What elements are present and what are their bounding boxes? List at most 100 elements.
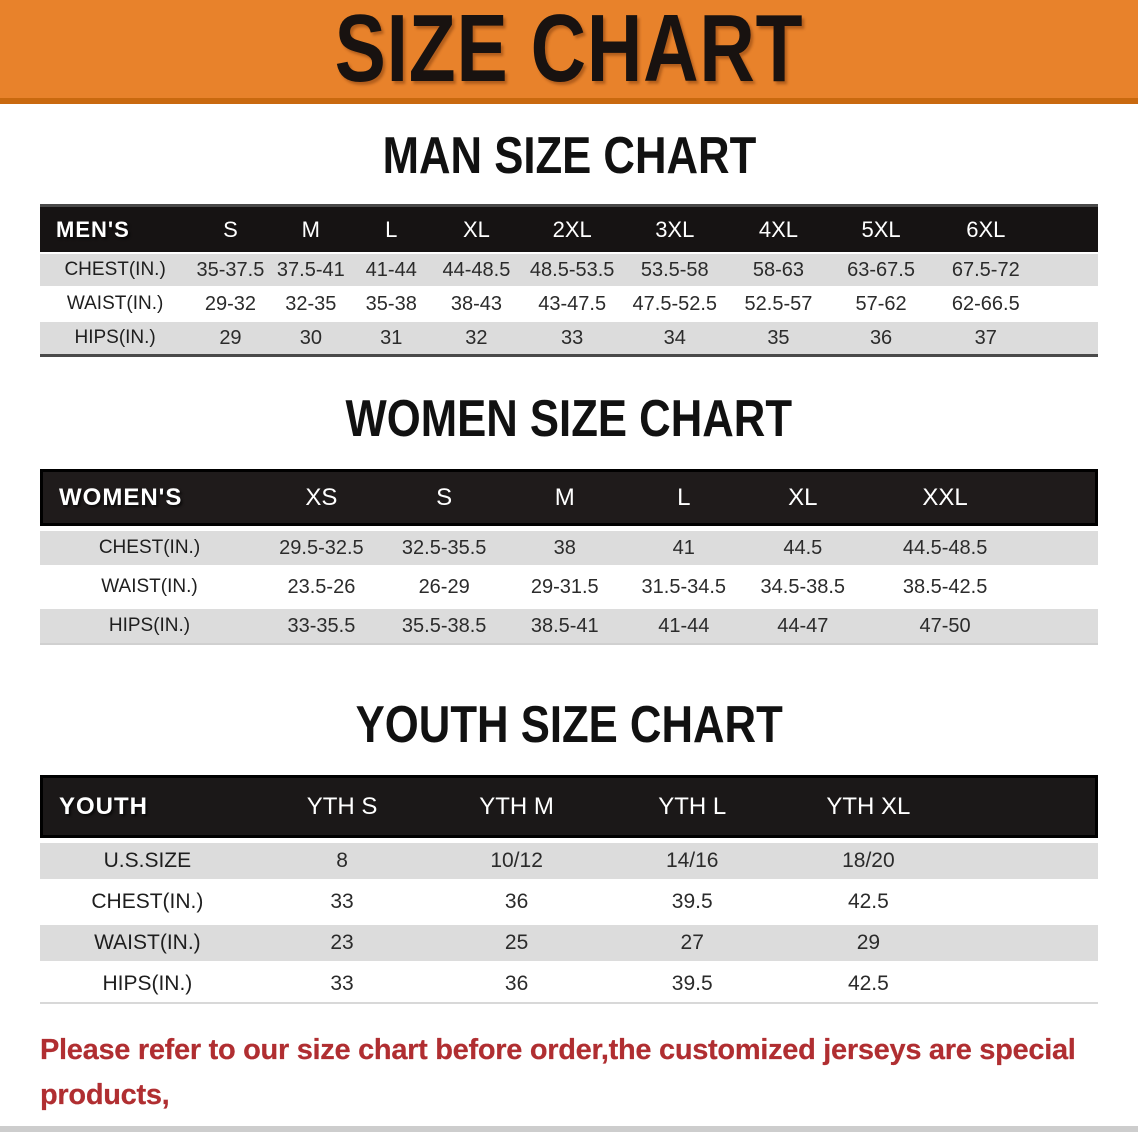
size-value: 44.5-48.5 <box>863 526 1028 565</box>
youth-size-header: YTH M <box>429 775 604 838</box>
size-value: 47.5-52.5 <box>622 286 727 320</box>
size-value: 8 <box>254 838 430 879</box>
size-value: 43-47.5 <box>521 286 623 320</box>
size-value: 26-29 <box>383 565 505 604</box>
size-value: 53.5-58 <box>622 252 727 286</box>
men-size-header: L <box>351 207 432 252</box>
row-label: HIPS(IN.) <box>40 604 259 643</box>
size-value: 36 <box>830 320 932 354</box>
row-label: WAIST(IN.) <box>40 920 255 961</box>
men-size-header: 4XL <box>726 207 831 252</box>
row-filler <box>956 920 1098 961</box>
women-size-header: L <box>625 469 743 526</box>
row-label: CHEST(IN.) <box>40 526 259 565</box>
men-size-section: MAN SIZE CHART MEN'S S M L XL 2XL 3XL 4X… <box>0 126 1138 357</box>
size-value: 34 <box>622 320 727 354</box>
women-size-header: XS <box>259 469 384 526</box>
disclaimer-line-1: Please refer to our size chart before or… <box>40 1034 1076 1111</box>
size-value: 32.5-35.5 <box>383 526 505 565</box>
size-value: 32 <box>431 320 522 354</box>
size-value: 35.5-38.5 <box>383 604 505 643</box>
row-filler <box>1039 252 1098 286</box>
men-size-header: 3XL <box>622 207 727 252</box>
size-value: 23.5-26 <box>259 565 384 604</box>
size-value: 63-67.5 <box>830 252 932 286</box>
size-value: 48.5-53.5 <box>521 252 623 286</box>
row-filler <box>956 961 1098 1002</box>
size-value: 37 <box>931 320 1040 354</box>
size-value: 33-35.5 <box>259 604 384 643</box>
row-filler <box>1027 604 1098 643</box>
men-heading-text: MAN SIZE CHART <box>382 127 756 185</box>
size-value: 35 <box>726 320 831 354</box>
size-value: 36 <box>429 879 604 920</box>
women-size-header: XXL <box>863 469 1028 526</box>
size-value: 42.5 <box>780 879 957 920</box>
row-filler <box>956 838 1098 879</box>
row-label: HIPS(IN.) <box>40 961 255 1002</box>
men-size-header: S <box>190 207 271 252</box>
row-label: U.S.SIZE <box>40 838 255 879</box>
women-size-table: WOMEN'S XS S M L XL XXL CHEST(IN.) 29.5-… <box>40 469 1098 645</box>
size-value: 44.5 <box>742 526 864 565</box>
size-value: 41 <box>625 526 743 565</box>
row-label: HIPS(IN.) <box>40 320 191 354</box>
women-hips-row: HIPS(IN.) 33-35.5 35.5-38.5 38.5-41 41-4… <box>40 604 1098 643</box>
men-header-filler <box>1039 207 1098 252</box>
women-size-header: S <box>383 469 505 526</box>
size-value: 29.5-32.5 <box>259 526 384 565</box>
disclaimer-note: Please refer to our size chart before or… <box>40 1028 1138 1132</box>
row-filler <box>1039 320 1098 354</box>
size-value: 42.5 <box>780 961 957 1002</box>
men-size-header: XL <box>431 207 522 252</box>
size-value: 33 <box>254 961 430 1002</box>
men-size-header: M <box>270 207 352 252</box>
men-size-header: 6XL <box>931 207 1040 252</box>
size-value: 31 <box>351 320 432 354</box>
size-value: 30 <box>270 320 352 354</box>
size-value: 38.5-42.5 <box>863 565 1028 604</box>
size-value: 23 <box>254 920 430 961</box>
size-value: 39.5 <box>603 879 781 920</box>
size-value: 29 <box>780 920 957 961</box>
size-value: 29-32 <box>190 286 271 320</box>
men-size-header: 5XL <box>830 207 932 252</box>
row-label: CHEST(IN.) <box>40 879 255 920</box>
men-corner-label: MEN'S <box>40 207 191 252</box>
men-waist-row: WAIST(IN.) 29-32 32-35 35-38 38-43 43-47… <box>40 286 1098 320</box>
men-header-row: MEN'S S M L XL 2XL 3XL 4XL 5XL 6XL <box>40 207 1098 252</box>
banner-bottom-edge <box>0 98 1138 104</box>
men-section-heading: MAN SIZE CHART <box>0 126 1138 186</box>
size-value: 31.5-34.5 <box>625 565 743 604</box>
row-filler <box>1027 526 1098 565</box>
size-value: 14/16 <box>603 838 781 879</box>
size-value: 67.5-72 <box>931 252 1040 286</box>
youth-size-table: YOUTH YTH S YTH M YTH L YTH XL U.S.SIZE … <box>40 775 1098 1004</box>
women-corner-label: WOMEN'S <box>40 469 259 526</box>
size-value: 38.5-41 <box>504 604 626 643</box>
size-value: 58-63 <box>726 252 831 286</box>
size-value: 41-44 <box>625 604 743 643</box>
size-value: 35-37.5 <box>190 252 271 286</box>
size-value: 38-43 <box>431 286 522 320</box>
size-value: 25 <box>429 920 604 961</box>
youth-waist-row: WAIST(IN.) 23 25 27 29 <box>40 920 1098 961</box>
women-header-row: WOMEN'S XS S M L XL XXL <box>40 469 1098 526</box>
size-value: 44-48.5 <box>431 252 522 286</box>
size-value: 33 <box>521 320 623 354</box>
youth-header-filler <box>956 775 1098 838</box>
women-heading-text: WOMEN SIZE CHART <box>345 390 793 448</box>
men-size-table: MEN'S S M L XL 2XL 3XL 4XL 5XL 6XL CHEST… <box>40 204 1098 357</box>
row-label: WAIST(IN.) <box>40 565 259 604</box>
size-value: 47-50 <box>863 604 1028 643</box>
youth-size-header: YTH S <box>254 775 430 838</box>
youth-size-section: YOUTH SIZE CHART YOUTH YTH S YTH M YTH L… <box>0 695 1138 1004</box>
youth-header-row: YOUTH YTH S YTH M YTH L YTH XL <box>40 775 1098 838</box>
size-value: 39.5 <box>603 961 781 1002</box>
youth-chest-row: CHEST(IN.) 33 36 39.5 42.5 <box>40 879 1098 920</box>
row-filler <box>1039 286 1098 320</box>
size-value: 35-38 <box>351 286 432 320</box>
women-size-header: M <box>504 469 626 526</box>
size-value: 37.5-41 <box>270 252 352 286</box>
size-value: 62-66.5 <box>931 286 1040 320</box>
